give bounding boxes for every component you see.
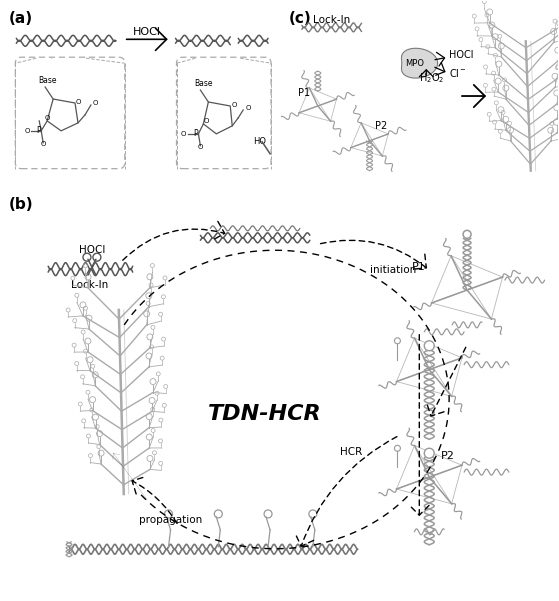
Text: P: P (193, 129, 198, 138)
Text: HOCl: HOCl (132, 28, 160, 37)
Text: propagation: propagation (139, 515, 202, 525)
Text: P1: P1 (413, 262, 426, 272)
Text: (c): (c) (289, 11, 312, 26)
Text: H$_2$O$_2$: H$_2$O$_2$ (419, 72, 445, 85)
Text: O: O (231, 102, 236, 108)
Text: O: O (45, 115, 50, 121)
Text: P1: P1 (298, 88, 310, 98)
Text: (a): (a) (8, 11, 32, 26)
Text: HO: HO (253, 137, 266, 146)
Text: TDN-HCR: TDN-HCR (209, 404, 322, 424)
Text: P2: P2 (375, 121, 387, 131)
Text: Base: Base (38, 76, 56, 85)
Text: HCR: HCR (340, 447, 362, 457)
Polygon shape (401, 48, 438, 78)
Text: O: O (181, 131, 186, 137)
Text: O: O (93, 100, 98, 106)
Circle shape (424, 448, 434, 458)
Text: O: O (40, 141, 46, 147)
Text: O: O (203, 118, 209, 124)
Text: (b): (b) (8, 197, 33, 212)
Text: MPO: MPO (405, 59, 424, 68)
Text: O: O (198, 144, 203, 150)
Text: HOCl: HOCl (79, 245, 105, 255)
Text: HOCl: HOCl (449, 50, 473, 60)
Text: O: O (25, 128, 30, 134)
Circle shape (424, 341, 434, 351)
Text: Lock-In: Lock-In (72, 280, 108, 290)
Text: O: O (245, 105, 250, 111)
Text: initiation: initiation (369, 265, 416, 275)
Text: Base: Base (194, 79, 212, 88)
Text: Lock-In: Lock-In (313, 16, 350, 25)
Text: O: O (76, 99, 82, 105)
Circle shape (463, 230, 471, 239)
Text: P2: P2 (441, 451, 455, 461)
Text: Cl$^-$: Cl$^-$ (449, 67, 467, 79)
Text: P: P (36, 126, 40, 135)
